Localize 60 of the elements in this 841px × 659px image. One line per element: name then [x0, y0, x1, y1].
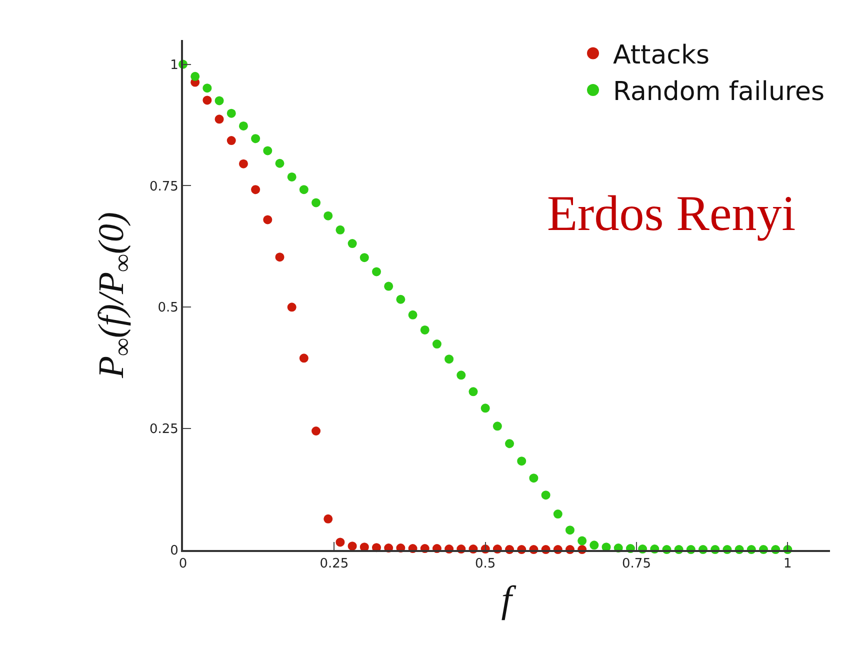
point [251, 185, 260, 194]
point [480, 404, 490, 413]
point [263, 215, 272, 224]
y-tick-label: 0.5 [158, 300, 178, 316]
point [408, 310, 418, 320]
point [456, 370, 466, 380]
point [226, 136, 236, 146]
point [226, 108, 236, 118]
point [275, 158, 284, 168]
point [505, 439, 514, 448]
point [238, 159, 248, 168]
point [336, 225, 345, 234]
point [287, 302, 296, 312]
point [517, 456, 526, 466]
x-tick-label: 0.5 [474, 556, 496, 572]
point [263, 146, 272, 156]
point [420, 325, 430, 334]
legend-label: Random failures [613, 77, 825, 108]
x-tick-label: 1 [784, 556, 792, 572]
point [287, 172, 296, 182]
point [251, 134, 260, 144]
point [578, 536, 587, 546]
point [492, 422, 502, 431]
y-tick-label: 0.75 [149, 179, 178, 194]
y-tick-label: 0.25 [149, 422, 178, 438]
point [529, 474, 538, 483]
y-tick-label: 0 [170, 544, 178, 559]
point [372, 267, 381, 276]
x-tick-label: 0.75 [622, 556, 651, 572]
point [324, 211, 333, 220]
point [565, 526, 574, 535]
point [275, 252, 284, 262]
point [396, 294, 406, 304]
point [432, 340, 442, 349]
point [444, 354, 454, 364]
point [312, 198, 321, 208]
point [553, 510, 562, 519]
point [214, 96, 224, 106]
point [238, 121, 248, 130]
point [190, 72, 200, 81]
point [348, 542, 357, 551]
point [214, 114, 224, 124]
annotation: Erdos Renyi [547, 185, 796, 241]
legend-label: Attacks [613, 40, 710, 70]
point [299, 354, 308, 363]
point [541, 490, 550, 500]
point [202, 84, 212, 93]
point [590, 540, 599, 550]
point [468, 387, 478, 396]
point [360, 253, 369, 262]
x-axis-title: f [501, 579, 516, 622]
point [336, 538, 345, 547]
point [324, 514, 333, 524]
x-tick-label: 0.25 [320, 556, 349, 572]
point [348, 239, 357, 248]
point [202, 96, 212, 105]
point [384, 282, 394, 291]
point [312, 426, 321, 436]
point [299, 185, 308, 194]
y-tick-label: 1 [170, 58, 178, 73]
